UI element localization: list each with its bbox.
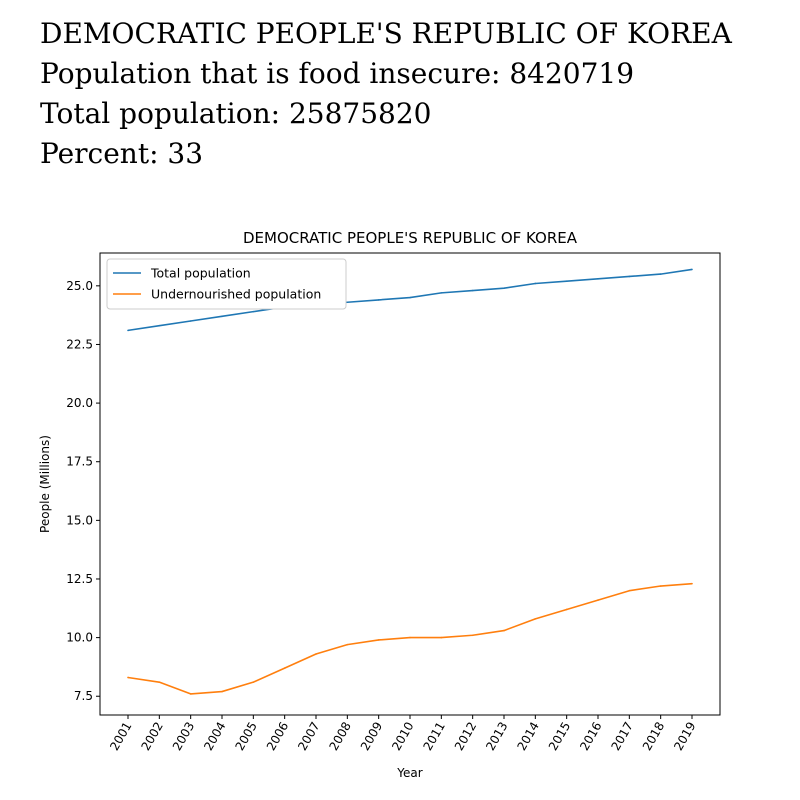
x-tick-label: 2013 xyxy=(483,720,510,753)
header-text-block: DEMOCRATIC PEOPLE'S REPUBLIC OF KOREA Po… xyxy=(40,14,732,174)
data-point xyxy=(252,681,255,683)
header-percent: Percent: 33 xyxy=(40,137,204,170)
x-tick-label: 2016 xyxy=(577,720,604,753)
x-tick-label: 2001 xyxy=(107,720,134,753)
data-point xyxy=(628,589,631,592)
data-point xyxy=(377,639,380,641)
data-point xyxy=(127,329,129,332)
data-point xyxy=(409,296,411,299)
legend-box xyxy=(106,258,347,310)
data-point xyxy=(691,268,693,271)
data-point xyxy=(158,324,161,327)
data-point xyxy=(440,292,443,294)
x-tick-label: 2018 xyxy=(640,720,667,753)
header-country-name: DEMOCRATIC PEOPLE'S REPUBLIC OF KOREA xyxy=(40,17,732,50)
x-tick-label: 2007 xyxy=(295,720,322,753)
series-2 xyxy=(127,582,693,695)
data-point xyxy=(315,653,317,655)
data-point xyxy=(503,629,505,632)
data-point xyxy=(189,693,192,695)
y-tick-label: 25.0 xyxy=(66,279,93,293)
data-point xyxy=(597,277,599,280)
data-point xyxy=(503,287,505,289)
data-point xyxy=(440,636,443,639)
data-point xyxy=(471,289,474,292)
x-axis: 2001 2002 2003 2004 2005 2006 2007 2008 2009 2010… xyxy=(107,715,699,753)
legend: Total population Undernourished populatio… xyxy=(106,258,347,310)
x-tick-label: 2003 xyxy=(170,720,197,753)
y-tick-label: 15.0 xyxy=(66,513,93,527)
data-point xyxy=(659,585,662,587)
data-point xyxy=(471,634,474,637)
data-point xyxy=(565,280,568,282)
legend-label: Total population xyxy=(150,266,251,281)
data-point xyxy=(377,299,380,301)
data-point xyxy=(283,667,286,669)
x-tick-label: 2008 xyxy=(327,720,354,753)
y-tick-label: 10.0 xyxy=(66,631,93,645)
header-total-population: Total population: 25875820 xyxy=(40,97,432,130)
data-point xyxy=(565,608,568,611)
chart-title: DEMOCRATIC PEOPLE'S REPUBLIC OF KOREA xyxy=(243,229,578,247)
y-axis: 7.5 10.0 12.5 15.0 17.5 20.0 22.5 25.0 xyxy=(66,279,100,703)
data-point xyxy=(189,320,192,322)
data-point xyxy=(158,681,161,683)
x-tick-label: 2006 xyxy=(264,720,291,753)
x-tick-label: 2012 xyxy=(452,720,479,753)
series-line xyxy=(127,582,693,695)
x-tick-label: 2002 xyxy=(139,720,166,753)
x-tick-label: 2004 xyxy=(201,720,228,753)
data-point xyxy=(346,643,349,646)
legend-label: Undernourished population xyxy=(151,287,321,302)
data-point xyxy=(409,636,411,639)
y-tick-label: 22.5 xyxy=(66,337,93,351)
x-tick-label: 2011 xyxy=(421,720,448,753)
plot-area-frame xyxy=(99,252,721,716)
data-point xyxy=(534,618,537,620)
y-tick-label: 17.5 xyxy=(66,455,93,469)
data-point xyxy=(628,275,631,278)
data-point xyxy=(252,310,255,313)
data-point xyxy=(221,690,223,693)
y-tick-label: 20.0 xyxy=(66,396,93,410)
y-axis-label: People (Millions) xyxy=(38,435,52,533)
y-tick-label: 12.5 xyxy=(66,572,93,586)
x-tick-label: 2017 xyxy=(609,720,636,753)
x-tick-label: 2015 xyxy=(546,720,573,753)
data-point xyxy=(691,582,693,585)
data-point xyxy=(597,599,599,601)
x-tick-label: 2019 xyxy=(671,720,698,753)
x-tick-label: 2009 xyxy=(358,720,385,753)
data-point xyxy=(346,301,349,304)
data-point xyxy=(221,315,223,318)
data-point xyxy=(127,676,129,679)
series-layer xyxy=(127,268,693,695)
x-axis-label: Year xyxy=(396,766,422,780)
x-tick-label: 2010 xyxy=(389,720,416,753)
y-tick-label: 7.5 xyxy=(74,689,93,703)
x-tick-label: 2014 xyxy=(515,720,542,753)
data-point xyxy=(659,273,662,275)
header-food-insecure: Population that is food insecure: 842071… xyxy=(40,57,635,90)
data-point xyxy=(534,282,537,285)
x-tick-label: 2005 xyxy=(233,720,260,753)
